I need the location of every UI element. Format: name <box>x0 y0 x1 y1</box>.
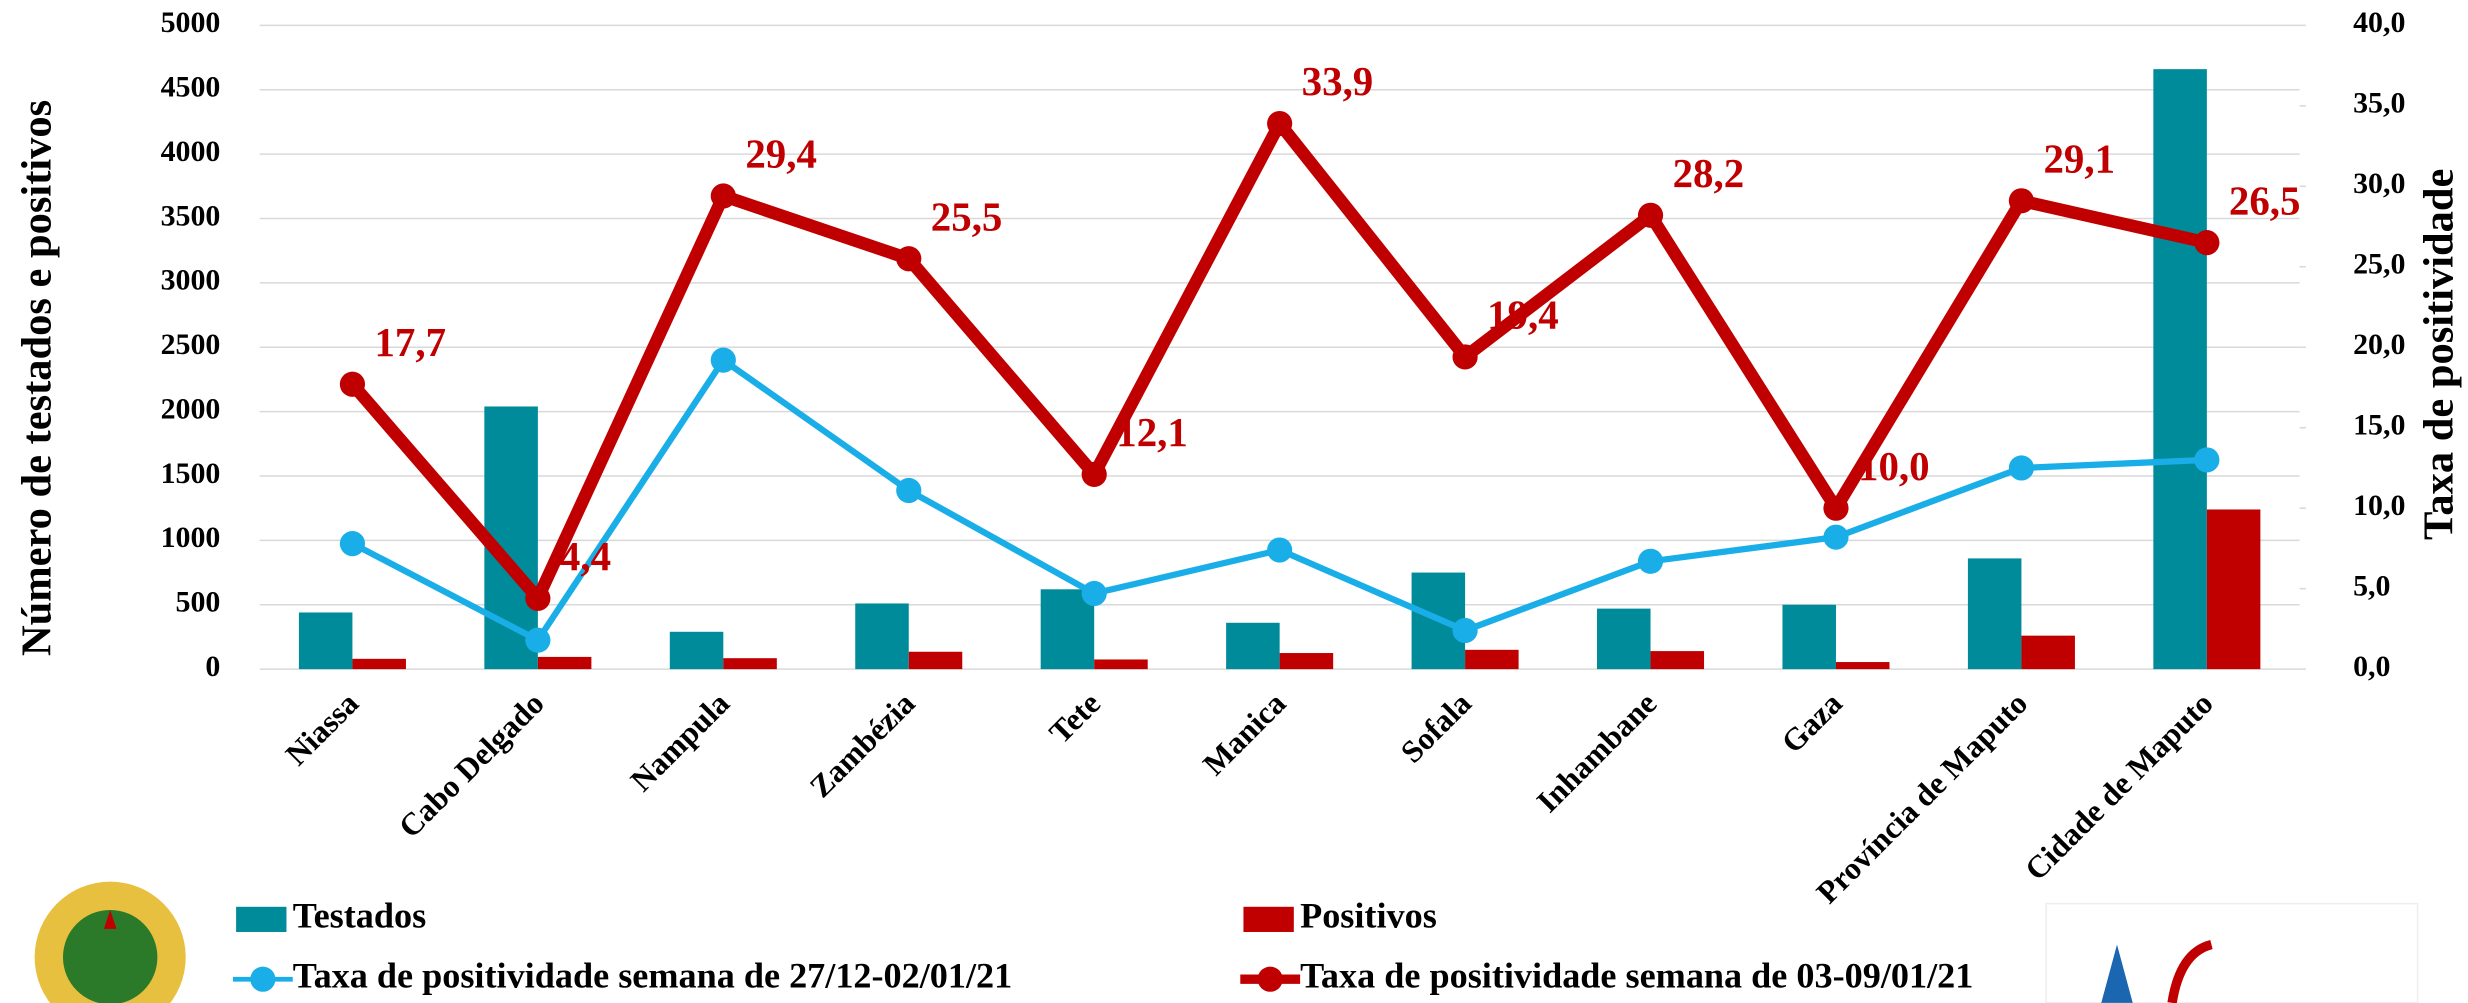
legend-label: Taxa de positividade semana de 27/12-02/… <box>293 956 1012 996</box>
x-tick-label: Cidade de Maputo <box>2018 686 2220 888</box>
line-marker <box>710 347 736 373</box>
bar <box>1782 604 1836 670</box>
y-tick-label: 4500 <box>161 71 221 104</box>
data-label: 19,4 <box>1487 293 1559 338</box>
line-marker <box>525 585 551 611</box>
bar <box>298 612 353 670</box>
bar <box>2206 509 2261 670</box>
x-tick-label: Província de Maputo <box>1810 686 2035 911</box>
x-tick-label: Gaza <box>1775 685 1849 759</box>
line-marker <box>1637 202 1664 228</box>
data-label: 10,0 <box>1858 444 1930 489</box>
bar <box>2153 69 2207 670</box>
x-tick-label: Zambézia <box>803 685 922 804</box>
x-tick-label: Manica <box>1196 685 1293 782</box>
y-tick-label: 2000 <box>161 392 221 425</box>
data-label: 29,1 <box>2043 136 2115 181</box>
emblem <box>34 881 186 1003</box>
bar <box>1094 659 1148 670</box>
bar <box>1967 558 2022 670</box>
line-marker <box>896 246 922 272</box>
y2-tick-label: 30,0 <box>2353 167 2405 200</box>
line-marker <box>1267 537 1293 563</box>
x-tick-label: Cabo Delgado <box>392 686 551 845</box>
y-tick-label: 3000 <box>161 264 221 297</box>
line-marker <box>2194 447 2220 473</box>
line-marker <box>339 531 366 557</box>
bar <box>855 603 909 670</box>
legend-marker <box>250 966 276 992</box>
line-marker <box>1452 344 1478 370</box>
x-tick-label: Tete <box>1042 686 1107 751</box>
line-marker <box>1452 617 1478 644</box>
bar <box>1650 651 1705 670</box>
bar <box>1835 662 1890 670</box>
y2-tick-label: 20,0 <box>2353 328 2405 361</box>
bar <box>1465 649 1519 670</box>
line-marker <box>1267 110 1293 137</box>
y-tick-label: 2500 <box>161 328 221 361</box>
line-marker <box>1081 580 1107 607</box>
bar <box>1226 622 1280 670</box>
bar <box>723 658 777 670</box>
y-tick-label: 1000 <box>161 521 221 554</box>
y-tick-label: 5000 <box>161 6 221 39</box>
x-tick-label: Niassa <box>279 685 366 772</box>
legend-label: Positivos <box>1300 896 1437 936</box>
legend-marker <box>1257 966 1283 992</box>
y-tick-label: 1500 <box>161 457 221 490</box>
data-label: 4,4 <box>560 534 611 579</box>
line <box>347 117 2209 605</box>
logo <box>2045 902 2419 1003</box>
legend-swatch <box>1243 906 1294 932</box>
line-marker <box>1823 495 1849 521</box>
bar <box>1040 589 1095 670</box>
data-label: 17,7 <box>374 320 446 365</box>
line-marker <box>896 477 922 504</box>
legend-label: Testados <box>293 896 426 936</box>
y2-tick-label: 0,0 <box>2353 650 2390 683</box>
bar <box>669 631 724 670</box>
y-tick-label: 4000 <box>161 135 221 168</box>
data-label: 29,4 <box>745 132 817 177</box>
line-marker <box>339 371 366 397</box>
y-tick-label: 0 <box>205 650 220 683</box>
y2-tick-label: 25,0 <box>2353 248 2405 281</box>
x-tick-label: Sofala <box>1394 685 1478 769</box>
bar <box>2021 635 2075 670</box>
data-label: 26,5 <box>2229 178 2301 223</box>
legend-swatch <box>236 906 287 932</box>
data-label: 12,1 <box>1116 410 1188 455</box>
y2-tick-label: 15,0 <box>2353 409 2405 442</box>
y2-tick-label: 10,0 <box>2353 489 2405 522</box>
data-label: 25,5 <box>931 194 1003 239</box>
line-marker <box>1637 548 1664 574</box>
bar <box>1597 608 1651 670</box>
y2-tick-label: 40,0 <box>2353 6 2405 39</box>
line-marker <box>2008 455 2035 481</box>
bar <box>537 656 592 670</box>
line-marker <box>710 183 736 209</box>
y2-tick-label: 35,0 <box>2353 87 2405 120</box>
legend-label: Taxa de positividade semana de 03-09/01/… <box>1300 956 1973 996</box>
bar <box>908 651 963 670</box>
line-marker <box>1823 524 1849 550</box>
line-marker <box>2194 230 2220 256</box>
y2-axis-title: Taxa de positividade <box>2415 169 2462 540</box>
x-tick-label: Inhambane <box>1530 686 1664 820</box>
line-marker <box>525 627 551 653</box>
line-marker <box>1081 461 1107 487</box>
y2-tick-label: 5,0 <box>2353 570 2390 603</box>
line-marker <box>2008 188 2035 214</box>
y-tick-label: 500 <box>176 586 221 619</box>
y-tick-label: 3500 <box>161 199 221 232</box>
y-axis-title: Número de testados e positivos <box>13 100 60 656</box>
data-label: 33,9 <box>1302 59 1374 104</box>
bar <box>352 658 406 670</box>
bar <box>1279 653 1334 670</box>
data-label: 28,2 <box>1673 151 1745 196</box>
x-tick-label: Nampula <box>624 685 737 798</box>
